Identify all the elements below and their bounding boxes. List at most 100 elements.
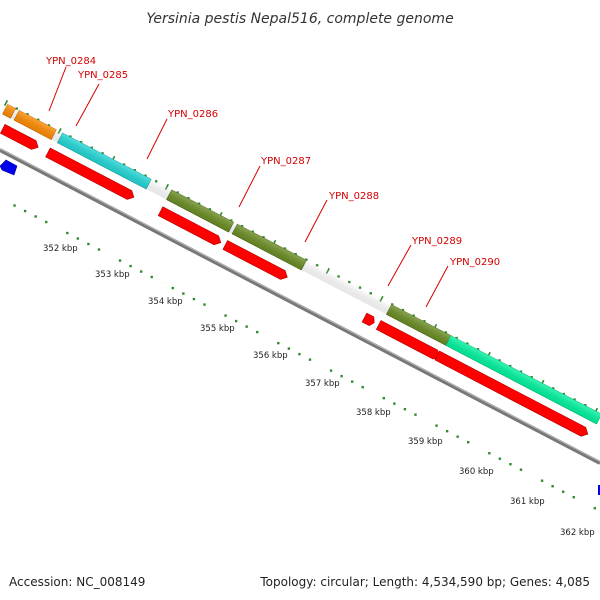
scale-tick-minor xyxy=(13,204,16,207)
scale-tick-minor xyxy=(251,230,254,233)
scale-tick-minor xyxy=(340,374,343,378)
scale-tick-minor xyxy=(34,215,37,218)
scale-label-359: 359 kbp xyxy=(408,437,443,447)
scale-tick-minor xyxy=(298,352,301,356)
scale-tick-minor xyxy=(562,392,566,396)
scale-labels: 352 kbp 353 kbp 354 kbp 355 kbp 356 kbp … xyxy=(43,244,595,538)
gene-labels: YPN_0284 YPN_0285 YPN_0286 YPN_0287 YPN_… xyxy=(45,56,500,268)
scale-tick-minor xyxy=(45,220,48,224)
gene-features xyxy=(0,103,600,495)
scale-tick-minor xyxy=(509,463,512,466)
scale-tick-minor xyxy=(23,209,27,213)
scale-tick-minor xyxy=(403,407,407,411)
scale-tick-minor xyxy=(171,286,175,290)
cds-arrow-small-2[interactable] xyxy=(361,312,376,327)
inner-tick-ring xyxy=(3,199,597,510)
scale-tick-minor xyxy=(509,364,512,368)
scale-tick-minor xyxy=(423,320,426,323)
scale-label-361: 361 kbp xyxy=(510,497,545,507)
scale-tick-minor xyxy=(245,325,248,328)
scale-label-362: 362 kbp xyxy=(560,528,595,538)
scale-tick-minor xyxy=(412,314,415,317)
scale-tick-minor xyxy=(287,347,291,350)
reverse-strand-feature-left[interactable] xyxy=(0,159,18,176)
scale-tick-minor xyxy=(401,308,405,312)
scale-tick-minor xyxy=(466,342,469,345)
cds-arrow-ypn-0290[interactable] xyxy=(434,350,590,438)
gene-label-ypn-0289[interactable]: YPN_0289 xyxy=(411,236,462,247)
scale-tick-minor xyxy=(498,359,501,362)
cds-arrow-ypn-0285[interactable] xyxy=(0,124,40,151)
scale-tick-minor xyxy=(234,319,238,323)
scale-tick-minor xyxy=(467,440,470,444)
scale-tick-minor xyxy=(519,468,523,471)
scale-tick-minor xyxy=(393,402,396,405)
scale-tick-minor xyxy=(76,237,80,240)
scale-tick-minor xyxy=(144,174,147,177)
scale-tick-minor xyxy=(382,396,386,400)
gene-label-ypn-0288[interactable]: YPN_0288 xyxy=(328,191,379,202)
scale-tick-minor xyxy=(315,264,319,267)
scale-tick-minor xyxy=(203,303,206,306)
scale-tick-minor xyxy=(308,358,312,361)
scale-tick-minor xyxy=(79,140,83,144)
scale-tick-minor xyxy=(15,107,18,110)
gene-label-ypn-0285[interactable]: YPN_0285 xyxy=(77,70,128,81)
scale-tick-minor xyxy=(305,258,308,261)
scale-tick-minor xyxy=(593,507,597,510)
genome-backbone xyxy=(0,148,600,465)
scale-tick-minor xyxy=(87,242,90,246)
gene-label-ypn-0290[interactable]: YPN_0290 xyxy=(449,257,500,268)
gene-label-ypn-0286[interactable]: YPN_0286 xyxy=(167,109,218,120)
scale-tick-minor xyxy=(369,292,372,295)
scale-tick-minor xyxy=(519,370,523,373)
scale-label-357: 357 kbp xyxy=(305,379,340,389)
gene-label-ypn-0284[interactable]: YPN_0284 xyxy=(45,56,96,67)
scale-tick-minor xyxy=(118,259,122,262)
scale-tick-minor xyxy=(90,146,94,149)
scale-tick-minor xyxy=(348,280,351,284)
scale-tick-minor xyxy=(97,248,101,251)
scale-tick-minor xyxy=(182,292,185,295)
scale-tick-minor xyxy=(66,231,69,235)
scale-tick-minor xyxy=(573,398,576,401)
scale-tick-minor xyxy=(283,247,287,250)
scale-tick-minor xyxy=(26,112,29,116)
scale-tick-minor xyxy=(47,124,51,127)
scale-tick-minor xyxy=(129,264,132,268)
scale-tick-minor xyxy=(262,236,265,239)
scale-tick-minor xyxy=(230,219,233,222)
scale-tick-minor xyxy=(435,424,438,427)
scale-label-354: 354 kbp xyxy=(148,297,183,307)
cds-arrow-ypn-0286[interactable] xyxy=(45,147,137,202)
scale-tick-minor xyxy=(139,270,143,273)
cds-arrow-ypn-0287[interactable] xyxy=(157,206,223,247)
scale-tick-minor xyxy=(476,348,480,351)
scale-tick-minor xyxy=(530,376,533,379)
scale-tick-minor xyxy=(584,404,587,407)
scale-tick-minor xyxy=(455,336,458,340)
scale-tick-minor xyxy=(572,496,575,499)
scale-tick-minor xyxy=(361,385,364,389)
scale-label-355: 355 kbp xyxy=(200,324,235,334)
scale-tick-minor xyxy=(551,485,554,488)
scale-tick-minor xyxy=(445,429,449,433)
scale-label-358: 358 kbp xyxy=(356,408,391,418)
scale-tick-minor xyxy=(414,413,417,416)
gene-label-ypn-0287[interactable]: YPN_0287 xyxy=(260,156,311,167)
scale-tick-minor xyxy=(329,369,333,372)
scale-tick-minor xyxy=(176,191,179,194)
scale-label-360: 360 kbp xyxy=(459,467,494,477)
scale-tick-minor xyxy=(154,180,158,183)
scale-tick-minor xyxy=(36,118,40,121)
scale-label-353: 353 kbp xyxy=(95,270,130,280)
cds-arrow-ypn-0288[interactable] xyxy=(222,240,290,282)
scale-tick-minor xyxy=(294,252,297,256)
scale-tick-minor xyxy=(150,275,153,279)
scale-tick-minor xyxy=(133,168,136,172)
scale-tick-minor xyxy=(122,163,126,166)
map-title: Yersinia pestis Nepal516, complete genom… xyxy=(146,11,453,27)
scale-tick-minor xyxy=(69,135,72,138)
scale-tick-minor xyxy=(551,387,555,390)
accession-text: Accession: NC_008149 xyxy=(9,575,145,589)
